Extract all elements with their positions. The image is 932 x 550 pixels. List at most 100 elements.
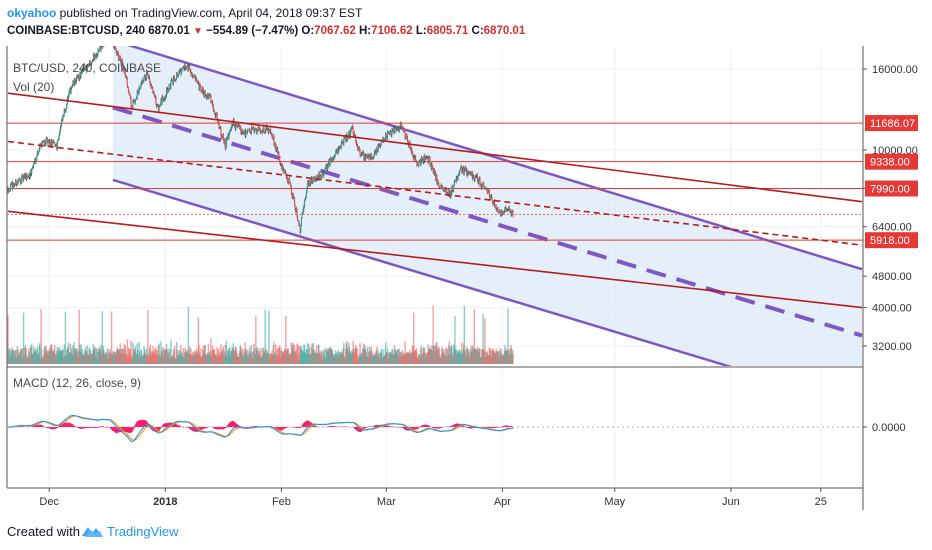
candle	[82, 67, 85, 71]
candle	[61, 118, 63, 127]
candle-body	[91, 62, 93, 65]
candle	[509, 208, 511, 213]
candle-body	[42, 141, 44, 143]
candle	[508, 206, 510, 212]
candle-body	[378, 144, 380, 146]
candle-body	[410, 148, 412, 149]
candle-body	[304, 198, 306, 201]
candle	[491, 194, 493, 201]
price-level-label: 7990.00	[870, 184, 910, 196]
candle	[113, 46, 115, 50]
volume-bar	[386, 347, 389, 364]
chart-area[interactable]: 16000.0010000.008000.006400.004800.00400…	[0, 44, 932, 514]
trend-line[interactable]	[7, 92, 863, 203]
candle-body	[306, 187, 308, 193]
candle	[313, 176, 315, 180]
candle	[24, 173, 26, 179]
candle-body	[465, 169, 467, 171]
candle	[396, 127, 398, 130]
candle	[222, 134, 224, 138]
candle-body	[256, 130, 258, 134]
chart-header: okyahoo published on TradingView.com, Ap…	[0, 0, 932, 44]
candle	[366, 157, 368, 159]
candle	[180, 68, 182, 77]
trend-line-dashed[interactable]	[7, 140, 863, 246]
candle-body	[393, 127, 396, 133]
candle	[134, 99, 136, 106]
candle	[423, 155, 425, 165]
tradingview-logo-icon[interactable]	[80, 522, 104, 540]
candle	[308, 180, 310, 186]
candle-body	[239, 125, 241, 130]
candle-body	[471, 172, 474, 180]
volume-bar	[22, 312, 25, 364]
candle	[461, 167, 464, 174]
candle	[195, 77, 198, 81]
candle-body	[255, 128, 258, 134]
candle-body	[90, 63, 92, 65]
candle-body	[183, 67, 185, 69]
candle	[139, 86, 141, 90]
candle	[119, 55, 121, 63]
candle	[278, 156, 281, 164]
candle	[436, 179, 439, 185]
candle-body	[379, 145, 381, 147]
candle-body	[427, 157, 429, 162]
candle	[167, 87, 169, 94]
candle	[56, 140, 58, 151]
candle-body	[492, 202, 494, 204]
candle-body	[340, 142, 342, 148]
channel-lower-line[interactable]	[112, 178, 862, 407]
macd-line[interactable]	[7, 414, 514, 442]
candle	[440, 184, 442, 188]
volume-bar	[15, 349, 17, 364]
candle	[207, 92, 209, 98]
candle	[77, 74, 79, 78]
candle-body	[302, 211, 304, 214]
candle-body	[124, 70, 126, 73]
candle-body	[56, 144, 58, 149]
candle-body	[85, 67, 87, 70]
candle	[351, 125, 353, 130]
candle	[142, 79, 145, 83]
candle-body	[154, 95, 156, 98]
author-link[interactable]: okyahoo	[7, 6, 57, 20]
candle	[491, 199, 494, 204]
candle-body	[167, 89, 169, 94]
candle	[320, 176, 322, 179]
candle-body	[142, 80, 144, 83]
candle-body	[138, 87, 140, 93]
symbol-line: COINBASE:BTCUSD, 240 6870.01 ▼ −554.89 (…	[7, 25, 525, 37]
candle-body	[18, 179, 20, 183]
candle-body	[493, 201, 495, 206]
candle-body	[298, 220, 300, 225]
candle	[394, 126, 396, 134]
candle	[243, 129, 246, 136]
candle-body	[215, 113, 218, 116]
candle	[79, 71, 81, 81]
channel-median-line[interactable]	[112, 105, 863, 338]
candle-body	[416, 164, 419, 166]
candle	[260, 130, 262, 134]
candle-body	[172, 80, 174, 85]
candle-body	[32, 163, 35, 167]
candle-body	[79, 73, 82, 77]
candle-body	[366, 157, 368, 159]
trend-line[interactable]	[7, 210, 863, 309]
candle	[375, 148, 377, 155]
candle	[41, 141, 43, 149]
candle-body	[281, 165, 283, 169]
tradingview-brand[interactable]: TradingView	[107, 524, 179, 539]
candle-body	[254, 128, 256, 130]
candle	[11, 181, 13, 186]
high-label: H:	[355, 25, 372, 37]
candle	[401, 126, 404, 130]
candle-body	[203, 93, 205, 97]
candle-body	[147, 75, 150, 78]
candle	[122, 67, 125, 71]
candle	[456, 175, 458, 181]
candle-body	[392, 129, 394, 132]
candle-body	[128, 91, 130, 94]
candle	[144, 74, 146, 82]
candle-body	[41, 142, 43, 147]
